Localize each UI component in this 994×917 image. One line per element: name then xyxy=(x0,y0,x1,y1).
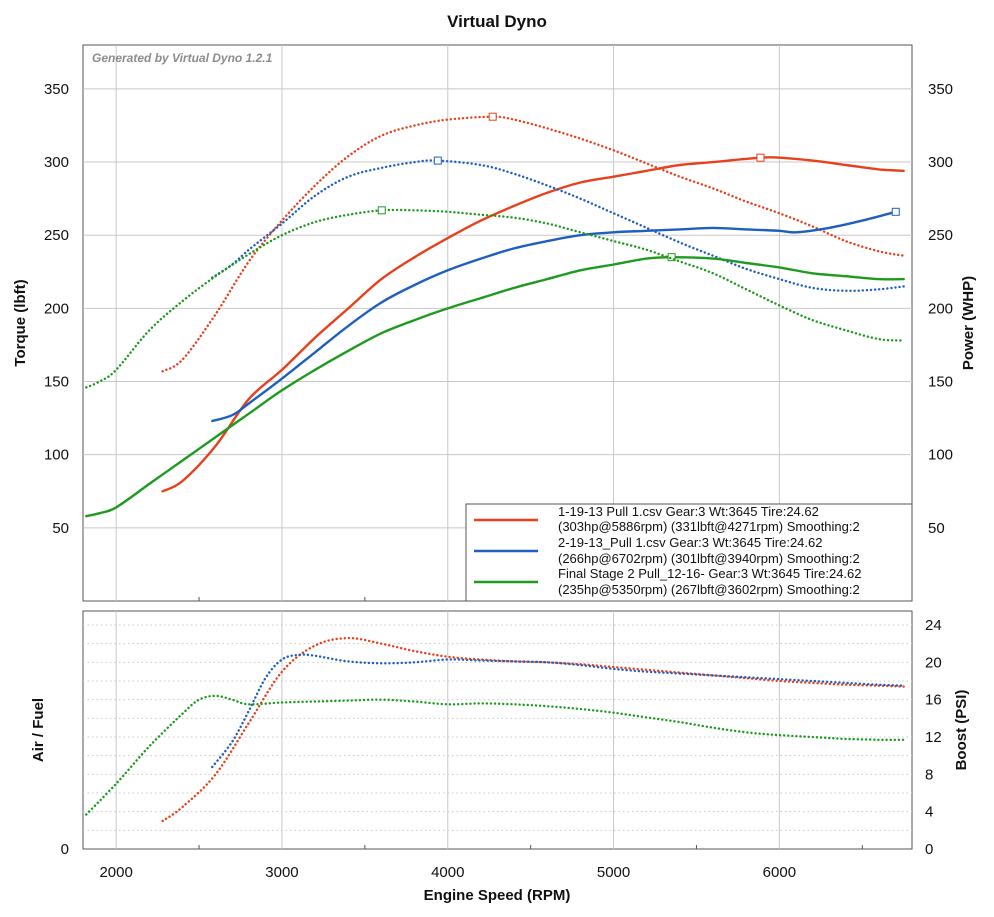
peak-marker xyxy=(377,206,386,215)
peak-marker xyxy=(488,112,497,121)
legend-run3-line1: Final Stage 2 Pull_12-16- Gear:3 Wt:3645… xyxy=(558,566,862,581)
run1-torque-line xyxy=(161,115,905,373)
boost-tick-label: 16 xyxy=(925,692,942,709)
torque-tick-label: 300 xyxy=(44,154,69,171)
air-fuel-axis-label: Air / Fuel xyxy=(30,698,47,762)
legend-run1-line1: 1-19-13 Pull 1.csv Gear:3 Wt:3645 Tire:2… xyxy=(558,504,819,519)
torque-tick-label: 200 xyxy=(44,300,69,317)
bottom-panel-frame xyxy=(82,610,913,850)
x-axis-label: Engine Speed (RPM) xyxy=(424,887,571,904)
run3-torque-line xyxy=(85,208,905,389)
torque-tick-label: 250 xyxy=(44,227,69,244)
peak-marker xyxy=(756,153,765,162)
boost-tick-label: 8 xyxy=(925,766,933,783)
torque-tick-label: 150 xyxy=(44,374,69,391)
run3-power-line xyxy=(85,256,905,518)
power-tick-label: 150 xyxy=(928,374,953,391)
boost-tick-label: 4 xyxy=(925,804,933,821)
legend: 1-19-13 Pull 1.csv Gear:3 Wt:3645 Tire:2… xyxy=(465,503,913,602)
top-panel-series xyxy=(85,112,905,518)
run2-power-line xyxy=(211,210,897,423)
x-tick-label: 4000 xyxy=(431,864,464,881)
legend-run2-line1: 2-19-13_Pull 1.csv Gear:3 Wt:3645 Tire:2… xyxy=(558,535,822,550)
run2-torque-line xyxy=(211,159,905,293)
watermark-text: Generated by Virtual Dyno 1.2.1 xyxy=(92,51,273,65)
x-tick-label: 2000 xyxy=(99,864,132,881)
peak-marker xyxy=(891,207,900,216)
chart-title: Virtual Dyno xyxy=(447,12,547,31)
torque-tick-label: 100 xyxy=(44,447,69,464)
boost-tick-label: 0 xyxy=(925,841,933,858)
legend-box xyxy=(465,503,913,602)
power-tick-label: 250 xyxy=(928,227,953,244)
air-fuel-tick-label: 0 xyxy=(61,841,69,858)
power-tick-label: 200 xyxy=(928,300,953,317)
power-axis-label: Power (WHP) xyxy=(960,276,977,370)
power-tick-label: 50 xyxy=(928,520,945,537)
run1-boost-line xyxy=(161,636,905,823)
torque-tick-label: 350 xyxy=(44,81,69,98)
boost-axis-label: Boost (PSI) xyxy=(953,690,970,771)
peak-marker xyxy=(433,156,442,165)
legend-run2-line2: (266hp@6702rpm) (301lbft@3940rpm) Smooth… xyxy=(558,551,860,566)
x-tick-label: 3000 xyxy=(265,864,298,881)
boost-tick-label: 24 xyxy=(925,617,942,634)
power-tick-label: 350 xyxy=(928,81,953,98)
power-tick-label: 300 xyxy=(928,154,953,171)
torque-axis-label: Torque (lbft) xyxy=(12,279,29,366)
torque-tick-label: 50 xyxy=(52,520,69,537)
power-tick-label: 100 xyxy=(928,447,953,464)
x-tick-label: 5000 xyxy=(597,864,630,881)
x-tick-label: 6000 xyxy=(763,864,796,881)
boost-tick-label: 12 xyxy=(925,729,942,746)
legend-run3-line2: (235hp@5350rpm) (267lbft@3602rpm) Smooth… xyxy=(558,582,860,597)
boost-tick-label: 20 xyxy=(925,654,942,671)
legend-run1-line2: (303hp@5886rpm) (331lbft@4271rpm) Smooth… xyxy=(558,519,860,534)
peak-marker xyxy=(667,253,676,262)
run3-boost-line xyxy=(85,694,905,816)
run1-power-line xyxy=(161,156,905,493)
bottom-panel-series xyxy=(85,636,905,823)
